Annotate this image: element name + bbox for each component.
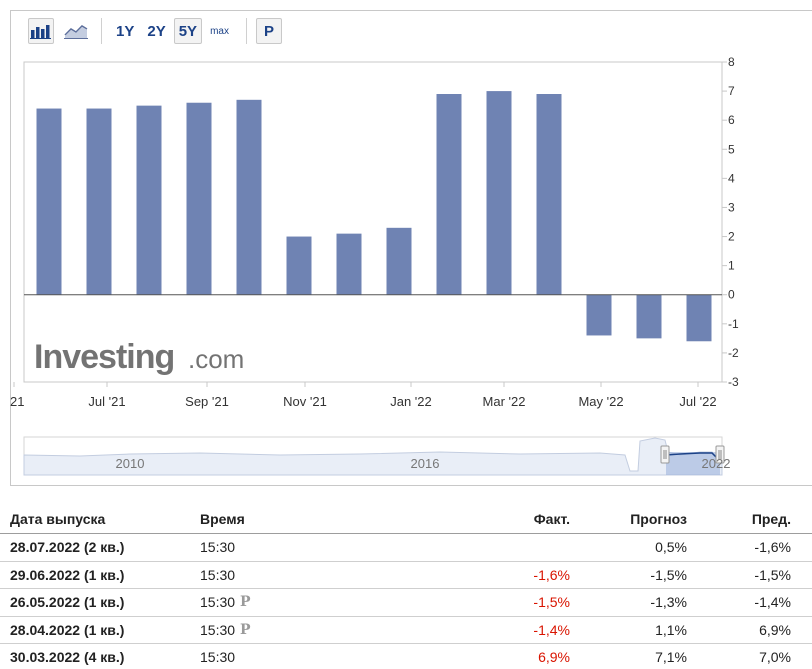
y-tick-label: 7 <box>728 84 735 98</box>
range-max-button[interactable]: max <box>210 25 229 37</box>
release-date: 28.07.2022 (2 кв.) <box>10 539 125 556</box>
release-date: 30.03.2022 (4 кв.) <box>10 649 125 666</box>
y-tick-label: 6 <box>728 113 735 127</box>
table-row: 28.04.2022 (1 кв.) 15:30 P -1,4% 1,1% 6,9% <box>0 617 812 644</box>
toolbar-separator <box>245 18 247 44</box>
x-tick-label: Jul '22 <box>679 394 716 409</box>
bar-may-22[interactable] <box>586 294 612 336</box>
bar-dec-21[interactable] <box>336 233 362 295</box>
y-tick-label: 0 <box>728 288 735 302</box>
bar-sep-21[interactable] <box>186 102 212 295</box>
release-time: 15:30 <box>200 539 236 556</box>
preliminary-icon: P <box>240 621 251 638</box>
previous-value: -1,6% <box>754 539 791 556</box>
range-5y-button[interactable]: 5Y <box>173 18 203 44</box>
bar-feb-22[interactable] <box>436 94 462 295</box>
y-tick-label: 2 <box>728 230 735 244</box>
x-tick-label: Mar '22 <box>483 394 526 409</box>
x-tick-label: May '22 <box>578 394 623 409</box>
forecast-value: 1,1% <box>655 621 687 638</box>
table-row: 26.05.2022 (1 кв.) 15:30 P -1,5% -1,3% -1,4% <box>0 589 812 617</box>
previous-value: -1,4% <box>754 594 791 611</box>
x-tick-label: Jan '22 <box>390 394 432 409</box>
preliminary-icon: P <box>240 594 251 611</box>
navigator-label-2010: 2010 <box>116 456 145 471</box>
release-date: 29.06.2022 (1 кв.) <box>10 566 125 583</box>
bar-jul-22[interactable] <box>686 294 712 342</box>
navigator-label-2022: 2022 <box>702 456 731 471</box>
bar-oct-21[interactable] <box>236 99 262 295</box>
bar-aug-21[interactable] <box>136 105 162 295</box>
bar-chart-button[interactable] <box>28 18 54 44</box>
y-tick-label: 8 <box>728 55 735 69</box>
actual-value: -1,5% <box>533 594 570 611</box>
bar-jun-22[interactable] <box>636 294 662 339</box>
bar-nov-21[interactable] <box>286 236 312 295</box>
table-header-row: Дата выпуска Время Факт. Прогноз Пред. <box>0 504 812 534</box>
range-1y-button[interactable]: 1Y <box>116 22 135 40</box>
previous-value: 7,0% <box>759 649 791 666</box>
header-previous[interactable]: Пред. <box>751 510 791 527</box>
header-forecast[interactable]: Прогноз <box>630 510 687 527</box>
releases-table: Дата выпуска Время Факт. Прогноз Пред. 2… <box>0 504 812 669</box>
actual-value: -1,6% <box>533 566 570 583</box>
y-tick-label: 3 <box>728 200 735 214</box>
previous-value: -1,5% <box>754 566 791 583</box>
bar-jul-21[interactable] <box>86 108 112 295</box>
watermark-suffix: .com <box>188 344 244 374</box>
table-row: 29.06.2022 (1 кв.) 15:30 -1,6% -1,5% -1,5% <box>0 562 812 589</box>
line-chart-button[interactable] <box>63 18 89 44</box>
navigator-right-handle[interactable] <box>715 445 725 464</box>
y-tick-label: -2 <box>728 346 739 360</box>
release-time: 15:30 <box>200 566 236 583</box>
table-row: 30.03.2022 (4 кв.) 15:30 6,9% 7,1% 7,0% <box>0 644 812 669</box>
actual-value: 6,9% <box>538 649 570 666</box>
bar-jan-22[interactable] <box>386 227 412 295</box>
bar-mar-22[interactable] <box>486 91 512 295</box>
previous-value: 6,9% <box>759 621 791 638</box>
navigator-label-2016: 2016 <box>411 456 440 471</box>
y-tick-label: 4 <box>728 171 735 185</box>
forecast-value: -1,5% <box>650 566 687 583</box>
x-tick-label: 21 <box>10 394 24 409</box>
release-date: 26.05.2022 (1 кв.) <box>10 594 125 611</box>
forecast-value: -1,3% <box>650 594 687 611</box>
plot-frame <box>23 61 723 383</box>
table-row: 28.07.2022 (2 кв.) 15:30 0,5% -1,6% <box>0 534 812 562</box>
forecast-value: 0,5% <box>655 539 687 556</box>
investing-watermark: Investing .com <box>34 338 244 376</box>
header-release-date[interactable]: Дата выпуска <box>10 510 106 527</box>
actual-value: -1,4% <box>533 621 570 638</box>
release-date: 28.04.2022 (1 кв.) <box>10 621 125 638</box>
header-actual[interactable]: Факт. <box>533 510 570 527</box>
y-tick-label: -3 <box>728 375 739 389</box>
chart-toolbar: 1Y 2Y 5Y max P <box>28 17 285 45</box>
line-chart-icon <box>64 25 88 39</box>
preliminary-toggle-button[interactable]: P <box>255 18 282 44</box>
navigator-selection[interactable] <box>666 452 720 475</box>
release-time: 15:30 P <box>200 621 251 638</box>
navigator: 2010 2016 2022 <box>23 436 731 476</box>
range-2y-button[interactable]: 2Y <box>147 22 166 40</box>
y-tick-label: 5 <box>728 142 735 156</box>
header-time[interactable]: Время <box>200 510 245 527</box>
release-time: 15:30 P <box>200 594 251 611</box>
toolbar-separator <box>101 18 102 44</box>
release-time: 15:30 <box>200 649 236 666</box>
navigator-left-handle[interactable] <box>660 445 670 464</box>
bar-jun-21[interactable] <box>36 108 62 295</box>
bar-chart-icon <box>30 25 51 39</box>
x-tick-label: Sep '21 <box>185 394 229 409</box>
y-tick-label: 1 <box>728 259 735 273</box>
bar-apr-22[interactable] <box>536 94 562 295</box>
watermark-main: Investing <box>34 338 174 376</box>
y-tick-label: -1 <box>728 317 739 331</box>
x-tick-label: Nov '21 <box>283 394 327 409</box>
forecast-value: 7,1% <box>655 649 687 666</box>
x-tick-label: Jul '21 <box>88 394 125 409</box>
